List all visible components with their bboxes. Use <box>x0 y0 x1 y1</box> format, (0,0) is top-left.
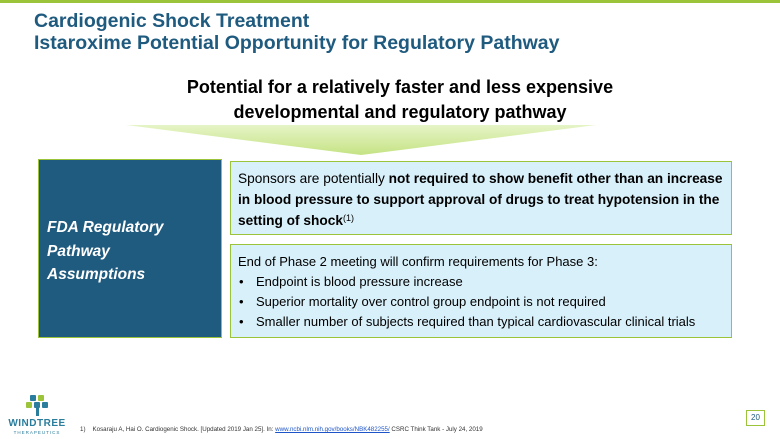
list-item: • Endpoint is blood pressure increase <box>238 272 725 292</box>
phase2-meeting-box: End of Phase 2 meeting will confirm requ… <box>230 244 732 338</box>
list-item-text: Endpoint is blood pressure increase <box>256 274 463 289</box>
slide-title: Cardiogenic Shock Treatment Istaroxime P… <box>34 10 560 54</box>
fda-label-line3: Assumptions <box>47 266 146 283</box>
subtitle-line1: Potential for a relatively faster and le… <box>186 77 614 97</box>
list-item: • Superior mortality over control group e… <box>238 292 725 312</box>
subtitle-line2: developmental and regulatory pathway <box>233 102 567 122</box>
footnote-text: Kosaraju A, Hai O. Cardiogenic Shock. [U… <box>92 426 276 433</box>
slide-title-line2: Istaroxime Potential Opportunity for Reg… <box>34 32 560 54</box>
sponsors-text-plain: Sponsors are potentially <box>238 171 389 186</box>
footnote-source: CSRC Think Tank - July 24, 2019 <box>389 426 483 433</box>
top-accent-rule <box>0 0 780 3</box>
bullet-glyph: • <box>239 294 244 309</box>
page-number-badge: 20 <box>746 410 765 426</box>
sponsors-text-bold: not required to show benefit other than … <box>238 171 723 228</box>
fda-label-line1: FDA Regulatory <box>47 219 164 236</box>
phase3-requirements-list: • Endpoint is blood pressure increase • Su… <box>238 272 725 332</box>
list-item-text: Superior mortality over control group en… <box>256 294 606 309</box>
fda-assumptions-panel: FDA Regulatory Pathway Assumptions <box>38 159 222 338</box>
sponsors-requirement-box: Sponsors are potentially not required to… <box>230 161 732 235</box>
footnote-number: 1) <box>80 426 86 433</box>
logo-wordmark: WINDTREE <box>8 418 66 429</box>
fda-label-line2: Pathway <box>47 242 110 260</box>
logo-subtitle: THERAPEUTICS <box>13 430 61 435</box>
phase2-intro: End of Phase 2 meeting will confirm requ… <box>238 254 598 269</box>
slide-subtitle: Potential for a relatively faster and le… <box>120 75 680 125</box>
bullet-glyph: • <box>239 274 244 289</box>
slide-title-line1: Cardiogenic Shock Treatment <box>34 10 310 32</box>
windtree-logo-icon <box>26 395 48 416</box>
footnote: 1) Kosaraju A, Hai O. Cardiogenic Shock. … <box>80 426 483 433</box>
list-item-text: Smaller number of subjects required than… <box>256 314 696 329</box>
list-item: • Smaller number of subjects required tha… <box>238 312 725 332</box>
down-arrow-shape <box>126 125 596 155</box>
bullet-glyph: • <box>239 314 244 329</box>
fda-assumptions-label: FDA Regulatory Pathway Assumptions <box>47 216 164 287</box>
footnote-ref-superscript: (1) <box>342 213 354 223</box>
footnote-link[interactable]: www.ncbi.nlm.nih.gov/books/NBK482255/ <box>275 426 390 433</box>
